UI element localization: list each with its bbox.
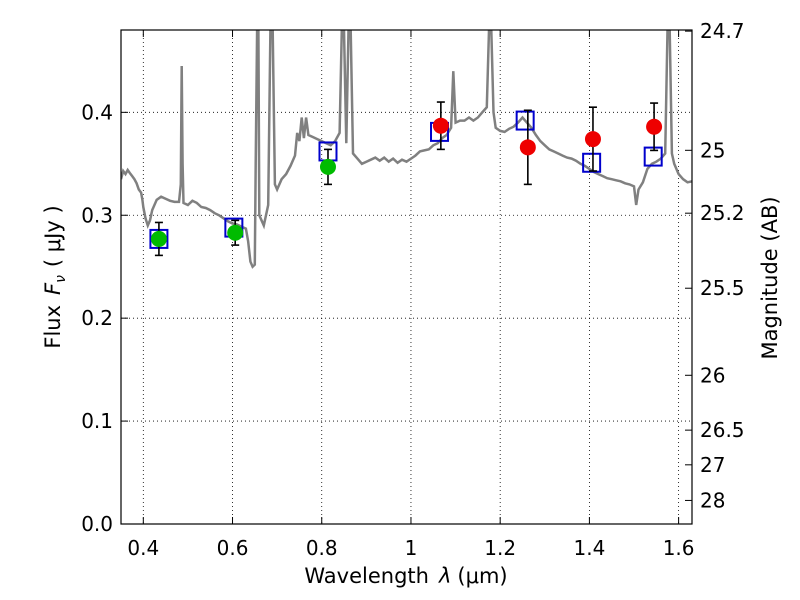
axis-ticks: 0.4 0.6 0.8 1 1.2 1.4 1.6 0.0 0.1 0.2 0.3 0.4 24.7 25… bbox=[81, 19, 744, 560]
x-axis-label: Wavelength λ (μm) bbox=[304, 564, 507, 588]
grid-lines bbox=[121, 30, 692, 524]
y2-tick-label: 24.7 bbox=[700, 19, 745, 43]
y2-tick-label: 27 bbox=[700, 453, 725, 477]
y-tick-label: 0.1 bbox=[81, 409, 113, 433]
model-photometry-square bbox=[515, 110, 535, 131]
y-tick-label: 0.0 bbox=[81, 512, 113, 536]
y2-tick-label: 26 bbox=[700, 363, 725, 387]
photometry-points bbox=[149, 101, 663, 257]
observed-photometry-point bbox=[150, 230, 167, 247]
sed-model-line bbox=[121, 30, 692, 269]
observed-photometry-point bbox=[432, 117, 449, 134]
y-tick-label: 0.4 bbox=[81, 100, 113, 124]
observed-photometry-point bbox=[646, 118, 663, 135]
x-tick-label: 0.8 bbox=[306, 536, 338, 560]
x-tick-label: 1.4 bbox=[573, 536, 605, 560]
model-photometry-square bbox=[643, 146, 663, 167]
observed-photometry-point bbox=[584, 131, 601, 148]
sed-model-layer bbox=[121, 30, 692, 269]
observed-photometry-point bbox=[227, 224, 244, 241]
y-axis-label: FluxFν( μJy ) bbox=[41, 205, 69, 348]
x-tick-label: 0.6 bbox=[217, 536, 249, 560]
plot-frame bbox=[120, 29, 693, 525]
y2-tick-label: 25.2 bbox=[700, 201, 745, 225]
y2-axis-label: Magnitude (AB) bbox=[758, 196, 782, 359]
y-tick-label: 0.2 bbox=[81, 306, 113, 330]
y2-tick-label: 25 bbox=[700, 138, 725, 162]
observed-photometry-point bbox=[319, 158, 336, 175]
y2-tick-label: 28 bbox=[700, 488, 725, 512]
x-tick-label: 1.6 bbox=[663, 536, 695, 560]
x-tick-label: 1 bbox=[405, 536, 418, 560]
y2-tick-label: 26.5 bbox=[700, 418, 745, 442]
observed-photometry-point bbox=[519, 139, 536, 156]
x-tick-label: 1.2 bbox=[484, 536, 516, 560]
x-tick-label: 0.4 bbox=[127, 536, 159, 560]
y-tick-label: 0.3 bbox=[81, 203, 113, 227]
y2-tick-label: 25.5 bbox=[700, 276, 745, 300]
